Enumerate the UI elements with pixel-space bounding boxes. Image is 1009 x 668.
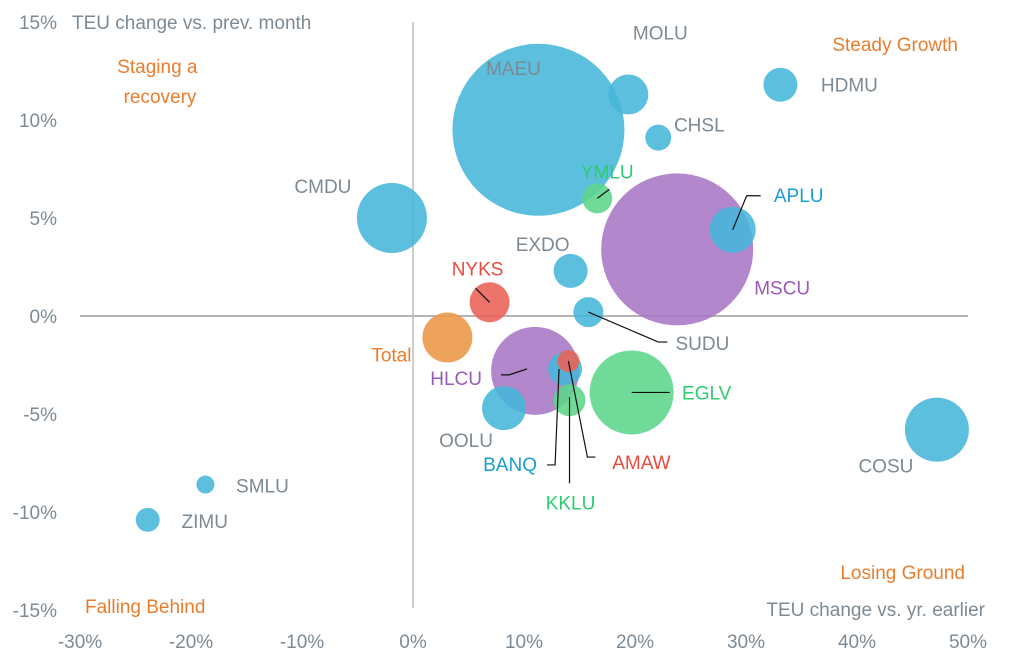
bubble-labels: MAEU MOLU CHSL HDMU CMDU MSCU YMLU APLU EXDO NYKS… [181,24,913,533]
x-tick-label: 40% [838,632,876,653]
x-tick-label: 0% [399,632,427,653]
x-tick-label: -30% [58,632,102,653]
bubble-total [422,312,473,363]
bubble-label-exdo: EXDO [516,235,570,256]
bubble-molu [608,74,649,115]
bubble-label-mscu: MSCU [754,278,810,299]
bubble-label-total: Total [371,346,411,367]
bubble-chsl [645,124,672,151]
bubble-label-molu: MOLU [633,24,688,45]
bubble-label-zimu: ZIMU [181,512,227,533]
bubble-maeu [452,43,625,216]
leader-line-nyks [475,287,491,303]
bubbles [135,43,969,532]
bubble-label-oolu: OOLU [439,431,493,452]
quadrant-label-steady-growth: Steady Growth [832,35,958,56]
y-tick-label: -5% [23,405,57,426]
bubble-label-nyks: NYKS [452,259,504,280]
bubble-label-cosu: COSU [858,457,913,478]
bubble-label-kklu: KKLU [546,493,596,514]
bubble-label-amaw: AMAW [612,453,670,474]
bubble-smlu [196,475,215,494]
quadrant-label-staging-line2: recovery [124,87,197,108]
leader-line-hlcu [501,368,528,376]
bubble-label-cmdu: CMDU [294,177,351,198]
x-tick-label: 50% [949,632,987,653]
bubble-cosu [904,397,969,462]
y-tick-label: -10% [13,503,57,524]
y-axis-title: TEU change vs. prev. month [72,13,311,34]
x-tick-label: 30% [727,632,765,653]
bubble-label-aplu: APLU [774,186,824,207]
x-tick-label: 20% [616,632,654,653]
bubble-label-sudu: SUDU [675,334,729,355]
x-axis-title: TEU change vs. yr. earlier [766,600,985,621]
leader-line-ymlu [596,188,610,199]
bubble-label-ymlu: YMLU [581,162,634,183]
leader-lines [475,188,761,484]
bubble-mscu [601,173,754,326]
bubble-hdmu [763,67,798,102]
x-tick-label: -10% [280,632,324,653]
x-tick-label: -20% [169,632,213,653]
quadrant-label-staging-recovery: Staging a recovery [117,57,203,108]
y-tick-label: 0% [30,307,58,328]
bubble-label-banq: BANQ [483,455,537,476]
bubble-label-eglv: EGLV [682,383,732,404]
bubble-label-hlcu: HLCU [430,369,482,390]
quadrant-label-losing-ground: Losing Ground [840,563,965,584]
quadrant-label-falling-behind: Falling Behind [85,597,205,618]
leader-line-amaw [567,360,596,458]
y-tick-label: -15% [13,601,57,622]
bubble-label-smlu: SMLU [236,477,289,498]
leader-line-aplu [732,195,761,230]
axes: 15% 10% 5% 0% -5% -10% -15%-30% -20% -10% 0% 10% 20… [13,13,987,653]
bubble-cmdu [356,183,427,253]
chart-texts: TEU change vs. prev. month TEU change vs… [72,13,986,621]
bubble-label-hdmu: HDMU [821,76,878,97]
bubble-oolu [482,386,527,431]
leader-line-sudu [588,311,668,343]
quadrant-label-staging-line1: Staging a [117,57,198,78]
x-tick-label: 10% [505,632,543,653]
y-tick-label: 15% [19,13,57,34]
bubble-zimu [135,507,160,532]
y-tick-label: 10% [19,111,57,132]
bubble-label-chsl: CHSL [674,116,725,137]
leader-line-banq [547,368,560,466]
y-tick-label: 5% [30,209,58,230]
bubble-label-maeu: MAEU [486,59,541,80]
bubble-exdo [553,253,588,288]
